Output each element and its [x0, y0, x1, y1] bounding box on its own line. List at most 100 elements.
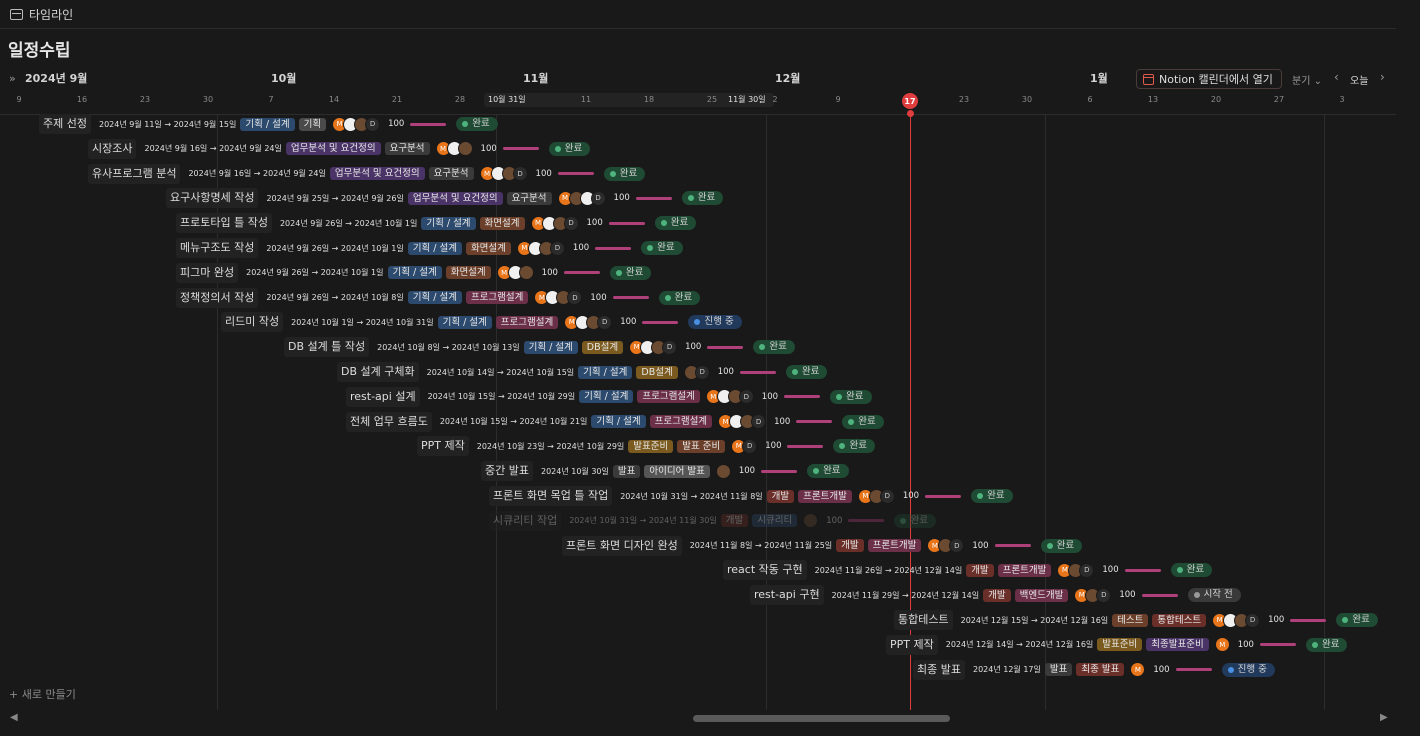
timeline-row[interactable]: 유사프로그램 분석 2024년 9월 16일 → 2024년 9월 24일 업무분석… [92, 164, 645, 184]
task-name[interactable]: 통합테스트 [894, 610, 953, 630]
task-tag: 개발 [721, 514, 748, 527]
timeline-row[interactable]: 통합테스트 2024년 12월 15일 → 2024년 12월 16일 테스트 통합테… [898, 610, 1378, 630]
status-label: 완료 [846, 390, 863, 404]
open-notion-calendar-label: Notion 캘린더에서 열기 [1159, 71, 1273, 87]
horizontal-scrollbar[interactable]: ◀ ▶ [0, 712, 1396, 726]
status-dot-icon [616, 270, 622, 276]
status-dot-icon [759, 344, 765, 350]
task-name[interactable]: 주제 선정 [39, 114, 91, 134]
task-name[interactable]: 최종 발표 [913, 660, 965, 680]
scroll-left-icon[interactable]: ◀ [10, 712, 18, 723]
task-name[interactable]: 리드미 작성 [221, 312, 283, 332]
task-dates: 2024년 10월 15일 → 2024년 10월 21일 [440, 416, 588, 427]
task-name[interactable]: DB 설계 구체화 [337, 362, 419, 382]
task-tag: 개발 [836, 539, 863, 552]
progress-value: 100 [388, 119, 404, 129]
status-badge: 시작 전 [1188, 588, 1241, 602]
new-item-button[interactable]: + 새로 만들기 [9, 686, 76, 702]
range-start-label: 10월 31일 [488, 94, 526, 105]
task-tag: 업무분석 및 요건정의 [408, 192, 503, 205]
status-label: 완료 [858, 415, 875, 429]
task-name[interactable]: 프론트 화면 디자인 완성 [562, 536, 682, 556]
day-tick: 13 [1148, 95, 1158, 104]
task-dates: 2024년 11월 29일 → 2024년 12월 14일 [832, 590, 980, 601]
calendar-icon [1143, 74, 1154, 85]
avatar-d: D [662, 340, 677, 355]
timeline-row[interactable]: PPT 제작 2024년 10월 23일 → 2024년 10월 29일 발표준비 발… [421, 436, 875, 456]
task-name[interactable]: 프로토타입 틀 작성 [176, 213, 272, 233]
timeline-row[interactable]: 주제 선정 2024년 9월 11일 → 2024년 9월 15일 기획 / 설계 기… [43, 114, 498, 134]
timeline-row[interactable]: 메뉴구조도 작성 2024년 9월 26일 → 2024년 10월 1일 기획 / … [180, 238, 683, 258]
task-name[interactable]: 정책정의서 작성 [176, 288, 258, 308]
tab-timeline[interactable]: 타임라인 [10, 6, 73, 23]
progress-bar [558, 172, 594, 175]
avatar-d: D [564, 216, 579, 231]
timeline-row[interactable]: 프로토타입 틀 작성 2024년 9월 26일 → 2024년 10월 1일 기획 … [180, 213, 696, 233]
task-name[interactable]: 중간 발표 [481, 461, 533, 481]
task-name[interactable]: PPT 제작 [886, 635, 938, 655]
month-label: 1월 [1090, 70, 1108, 86]
page-title: 일정수립 [8, 36, 71, 61]
progress-value: 100 [1119, 590, 1135, 600]
timeline-row[interactable]: 시큐리티 작업 2024년 10월 31일 → 2024년 11월 30일 개발 시큐… [493, 511, 936, 531]
day-header: 10월 31일 11월 30일 9 16 23 30 7 14 21 28 11… [0, 93, 1420, 109]
status-badge: 완료 [604, 167, 645, 181]
timeline-row[interactable]: 요구사항명세 작성 2024년 9월 25일 → 2024년 9월 26일 업무분석… [170, 188, 723, 208]
task-name[interactable]: DB 설계 틀 작성 [284, 337, 369, 357]
status-label: 완료 [849, 439, 866, 453]
timeline-row[interactable]: 시장조사 2024년 9월 16일 → 2024년 9월 24일 업무분석 및 요건… [92, 139, 590, 159]
status-label: 완료 [675, 291, 692, 305]
day-tick: 27 [1274, 95, 1284, 104]
task-name[interactable]: 시큐리티 작업 [489, 511, 561, 531]
status-label: 완료 [802, 365, 819, 379]
task-name[interactable]: 프론트 화면 목업 틀 작업 [489, 486, 612, 506]
task-name[interactable]: rest-api 구현 [750, 585, 824, 605]
day-tick: 30 [203, 95, 213, 104]
task-name[interactable]: 요구사항명세 작성 [166, 188, 258, 208]
day-tick: 30 [1022, 95, 1032, 104]
period-select[interactable]: 분기 ⌄ [1292, 72, 1322, 87]
timeline-row[interactable]: rest-api 구현 2024년 11월 29일 → 2024년 12월 14일… [754, 585, 1241, 605]
timeline-row[interactable]: DB 설계 틀 작성 2024년 10월 8일 → 2024년 10월 13일 기획… [288, 337, 795, 357]
progress-value: 100 [972, 541, 988, 551]
timeline-row[interactable]: 최종 발표 2024년 12월 17일 발표 최종 발표 M 100 진행 중 [917, 660, 1275, 680]
task-name[interactable]: 메뉴구조도 작성 [176, 238, 258, 258]
timeline-row[interactable]: 정책정의서 작성 2024년 9월 26일 → 2024년 10월 8일 기획 / … [180, 288, 700, 308]
status-badge: 완료 [807, 464, 848, 478]
scroll-right-icon[interactable]: ▶ [1380, 712, 1388, 723]
day-tick: 7 [268, 95, 273, 104]
assignee-avatars: M [436, 141, 469, 156]
chevron-left-icon[interactable]: ‹ [1334, 70, 1339, 84]
task-name[interactable]: PPT 제작 [417, 436, 469, 456]
timeline-row[interactable]: 프론트 화면 목업 틀 작업 2024년 10월 31일 → 2024년 11월 … [493, 486, 1013, 506]
status-badge: 완료 [1336, 613, 1377, 627]
open-notion-calendar-button[interactable]: Notion 캘린더에서 열기 [1136, 69, 1282, 89]
task-name[interactable]: 피그마 완성 [176, 263, 238, 283]
task-name[interactable]: 시장조사 [88, 139, 136, 159]
task-name[interactable]: 유사프로그램 분석 [88, 164, 180, 184]
progress-bar [1176, 668, 1212, 671]
timeline-row[interactable]: 중간 발표 2024년 10월 30일 발표 아이디어 발표 100 완료 [485, 461, 849, 481]
double-chevron-right-icon[interactable]: » [9, 72, 16, 85]
task-tag: 프론트개발 [798, 490, 852, 503]
today-button[interactable]: 오늘 [1350, 72, 1368, 87]
timeline-row[interactable]: PPT 제작 2024년 12월 14일 → 2024년 12월 16일 발표준비 최… [890, 635, 1347, 655]
timeline-row[interactable]: rest-api 설계 2024년 10월 15일 → 2024년 10월 29일… [350, 387, 872, 407]
task-name[interactable]: 전체 업무 흐름도 [346, 412, 432, 432]
timeline-row[interactable]: 피그마 완성 2024년 9월 26일 → 2024년 10월 1일 기획 / 설계… [180, 263, 651, 283]
timeline-row[interactable]: 프론트 화면 디자인 완성 2024년 11월 8일 → 2024년 11월 25… [566, 536, 1082, 556]
timeline-row[interactable]: 리드미 작성 2024년 10월 1일 → 2024년 10월 31일 기획 / 설… [225, 312, 742, 332]
status-badge: 완료 [753, 340, 794, 354]
progress-value: 100 [614, 193, 630, 203]
task-name[interactable]: react 작동 구현 [723, 560, 807, 580]
timeline-row[interactable]: DB 설계 구체화 2024년 10월 14일 → 2024년 10월 15일 기획… [341, 362, 827, 382]
timeline-row[interactable]: 전체 업무 흐름도 2024년 10월 15일 → 2024년 10월 21일 기획… [350, 412, 884, 432]
progress-value: 100 [826, 516, 842, 526]
timeline-icon [10, 9, 23, 20]
chevron-right-icon[interactable]: › [1380, 70, 1385, 84]
avatar-m: M [1130, 662, 1145, 677]
timeline-row[interactable]: react 작동 구현 2024년 11월 26일 → 2024년 12월 14일… [727, 560, 1212, 580]
status-label: 완료 [657, 241, 674, 255]
task-name[interactable]: rest-api 설계 [346, 387, 420, 407]
scroll-thumb[interactable] [693, 715, 950, 722]
